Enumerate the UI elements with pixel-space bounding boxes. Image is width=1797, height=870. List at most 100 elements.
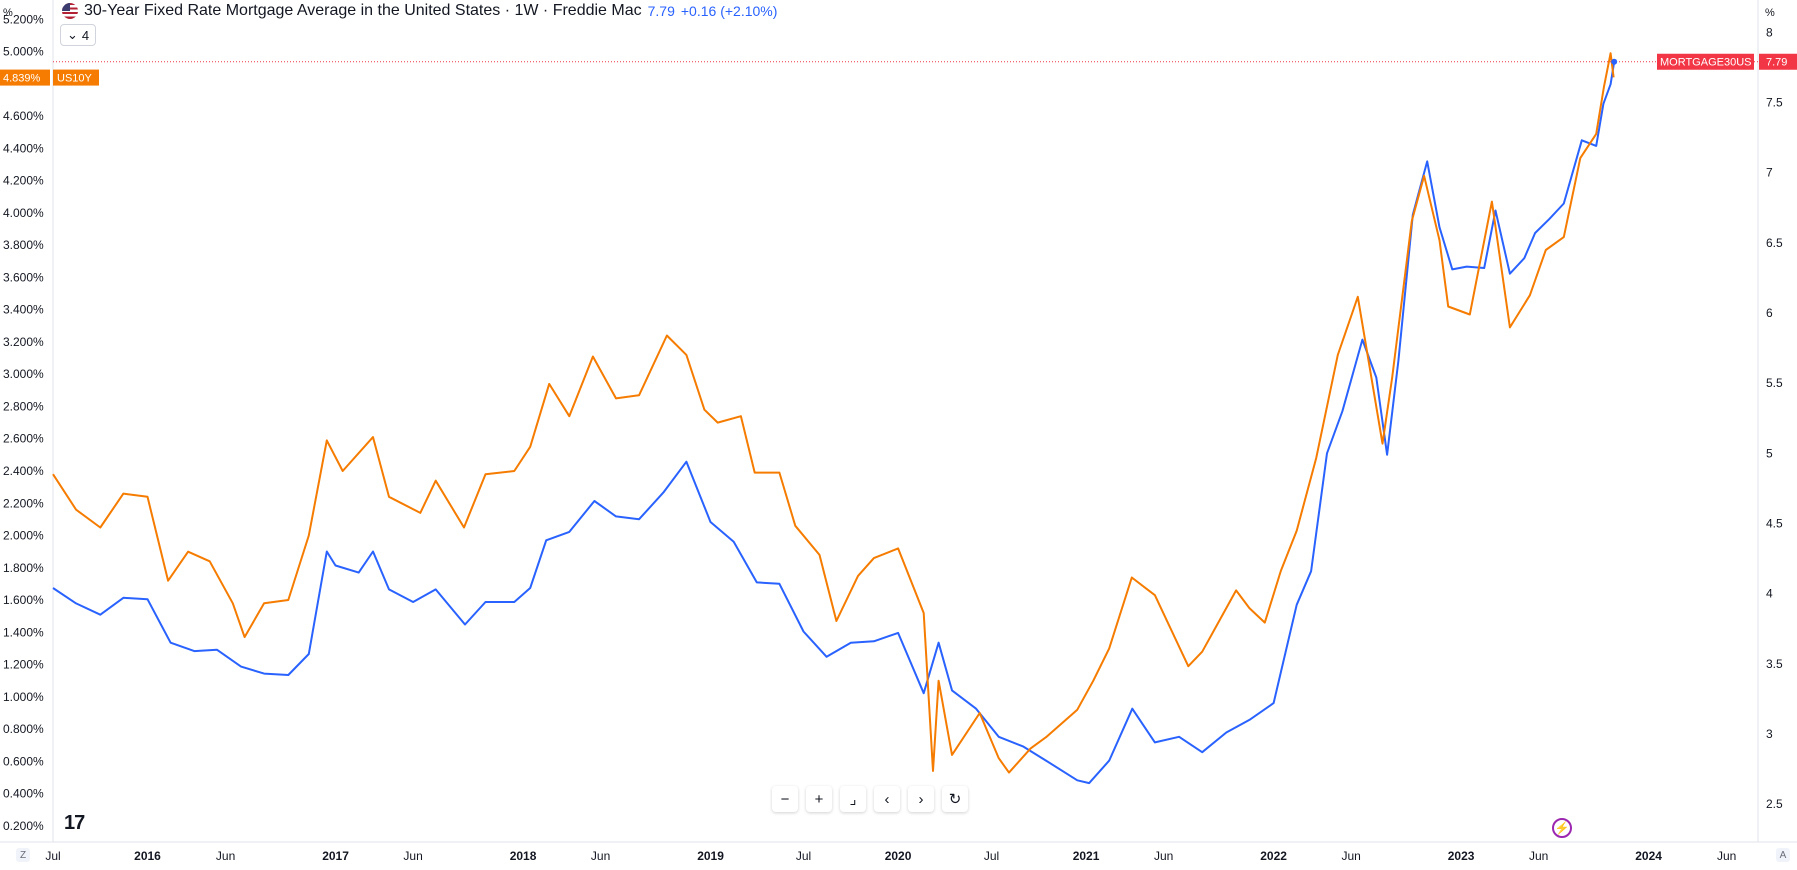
- chart-header: 30-Year Fixed Rate Mortgage Average in t…: [62, 0, 777, 22]
- right-axis-tick-label: 7.5: [1766, 95, 1783, 109]
- mortgage-name-label: MORTGAGE30US: [1660, 57, 1752, 69]
- us10y-value-tag: [0, 69, 50, 86]
- time-axis-tick-label: 2017: [322, 849, 349, 863]
- indicators-toggle-button[interactable]: ⌄ 4: [60, 24, 97, 46]
- left-axis-tick-label: 3.200%: [3, 335, 44, 349]
- left-axis-tick-label: 2.600%: [3, 432, 44, 446]
- time-axis-tick-label: Jun: [1717, 849, 1736, 863]
- right-axis-tick-label: 6: [1766, 306, 1773, 320]
- left-axis-tick-label: 2.800%: [3, 399, 44, 413]
- time-axis-tick-label: 2020: [885, 849, 912, 863]
- time-axis-tick-label: 2022: [1260, 849, 1287, 863]
- left-axis-tick-label: 3.600%: [3, 270, 44, 284]
- reset-scale-icon: ⌟: [849, 791, 857, 808]
- right-axis-tick-label: 4.5: [1766, 516, 1783, 530]
- mortgage-name-tag: [1657, 53, 1754, 70]
- series-line-mortgage30us: [52, 61, 1616, 785]
- time-axis-tick-label: Jul: [45, 849, 60, 863]
- left-axis-tick-label: 5.200%: [3, 12, 44, 26]
- left-axis-tick-label: 2.400%: [3, 464, 44, 478]
- left-axis-tick-label: 3.800%: [3, 238, 44, 252]
- left-axis-tick-label: 0.800%: [3, 722, 44, 736]
- time-axis-tick-label: Jul: [984, 849, 999, 863]
- reset-chart-button[interactable]: ↻: [942, 786, 968, 812]
- left-axis-tick-label: 4.000%: [3, 206, 44, 220]
- last-value: 7.79: [647, 3, 675, 19]
- us10y-name-tag: [53, 69, 99, 86]
- zoom-out-button[interactable]: −: [772, 786, 798, 812]
- left-axis-tick-label: 0.600%: [3, 754, 44, 768]
- right-axis-tick-label: 5: [1766, 446, 1773, 460]
- right-axis-tick-label: 8: [1766, 25, 1773, 39]
- left-axis-tick-label: 4.400%: [3, 141, 44, 155]
- us10y-name-label: US10Y: [57, 73, 93, 85]
- left-axis-tick-label: 4.200%: [3, 174, 44, 188]
- scroll-left-button[interactable]: ‹: [874, 786, 900, 812]
- left-axis-unit-label: %: [3, 7, 13, 19]
- left-axis: %5.200% 5.000% 4.600% 4.400% 4.200% 4.000% 3.8…: [3, 0, 54, 842]
- reset-icon: ↻: [948, 791, 962, 808]
- time-axis[interactable]: Jul 2016 Jun 2017 Jun 2018 Jun 2019 Jul 2020 Jul 20…: [0, 841, 1797, 863]
- time-axis-tick-label: Jun: [216, 849, 235, 863]
- right-axis-tick-label: 5.5: [1766, 376, 1783, 390]
- plus-icon: +: [814, 790, 824, 808]
- time-axis-tick-label: Jul: [796, 849, 811, 863]
- mortgage-value-label: 7.79: [1766, 57, 1787, 69]
- flag-us-icon: [62, 3, 78, 19]
- right-axis-tick-label: 3: [1766, 727, 1773, 741]
- time-axis-tick-label: Jun: [591, 849, 610, 863]
- right-axis-tick-label: 6.5: [1766, 236, 1783, 250]
- minus-icon: −: [780, 790, 790, 808]
- bolt-icon[interactable]: ⚡: [1552, 818, 1572, 838]
- time-axis-tick-label: 2024: [1635, 849, 1662, 863]
- left-axis-tick-label: 1.000%: [3, 690, 44, 704]
- time-axis-tick-label: 2023: [1448, 849, 1475, 863]
- symbol-title[interactable]: 30-Year Fixed Rate Mortgage Average in t…: [84, 2, 642, 19]
- scroll-right-button[interactable]: ›: [908, 786, 934, 812]
- mortgage-last-point: [1611, 58, 1618, 65]
- series-layer: [52, 52, 1616, 785]
- left-axis-tick-label: 1.800%: [3, 561, 44, 575]
- right-axis-tick-label: 2.5: [1766, 797, 1783, 811]
- chart-navigation-bar: − + ⌟ ‹ › ↻: [772, 786, 968, 812]
- chevron-down-icon: ⌄: [67, 27, 78, 42]
- label-layer: MORTGAGE30US 7.79 4.839% US10Y: [0, 53, 1797, 86]
- time-axis-tick-label: Jun: [1341, 849, 1360, 863]
- left-axis-tick-label: 5.000%: [3, 45, 44, 59]
- reset-scale-button[interactable]: ⌟: [840, 786, 866, 812]
- zoom-in-button[interactable]: +: [806, 786, 832, 812]
- time-axis-tick-label: 2016: [134, 849, 161, 863]
- left-axis-tick-label: 3.400%: [3, 303, 44, 317]
- mortgage-value-tag: [1759, 53, 1797, 70]
- left-axis-tick-label: 2.000%: [3, 529, 44, 543]
- time-axis-tick-label: 2021: [1073, 849, 1100, 863]
- series-line-us10y: [52, 52, 1615, 774]
- auto-scale-button[interactable]: A: [1776, 848, 1790, 862]
- right-axis-tick-label: 4: [1766, 587, 1773, 601]
- left-axis-tick-label: 1.600%: [3, 593, 44, 607]
- indicator-count: 4: [81, 27, 90, 43]
- left-axis-tick-label: 0.200%: [3, 819, 44, 833]
- right-axis: % 8 7.5 7 6.5 6 5.5 5 4.5 4 3.5 3 2.5: [1757, 0, 1783, 842]
- right-axis-tick-label: 7: [1766, 166, 1773, 180]
- right-axis-tick-label: 3.5: [1766, 657, 1783, 671]
- chevron-right-icon: ›: [918, 790, 924, 808]
- left-axis-tick-label: 1.400%: [3, 625, 44, 639]
- time-axis-tick-label: 2018: [510, 849, 537, 863]
- us10y-value-label: 4.839%: [3, 73, 41, 85]
- timezone-toggle-button[interactable]: Z: [16, 848, 30, 862]
- tradingview-logo-icon[interactable]: 17: [64, 812, 85, 834]
- right-axis-unit-label: %: [1765, 7, 1775, 19]
- left-axis-tick-label: 0.400%: [3, 787, 44, 801]
- chevron-left-icon: ‹: [884, 790, 890, 808]
- left-axis-tick-label: 4.600%: [3, 109, 44, 123]
- left-axis-tick-label: 1.200%: [3, 658, 44, 672]
- value-change: +0.16 (+2.10%): [680, 3, 778, 19]
- left-axis-tick-label: 3.000%: [3, 367, 44, 381]
- time-axis-tick-label: Jun: [403, 849, 422, 863]
- time-axis-tick-label: Jun: [1154, 849, 1173, 863]
- left-axis-tick-label: 2.200%: [3, 496, 44, 510]
- time-axis-tick-label: 2019: [697, 849, 724, 863]
